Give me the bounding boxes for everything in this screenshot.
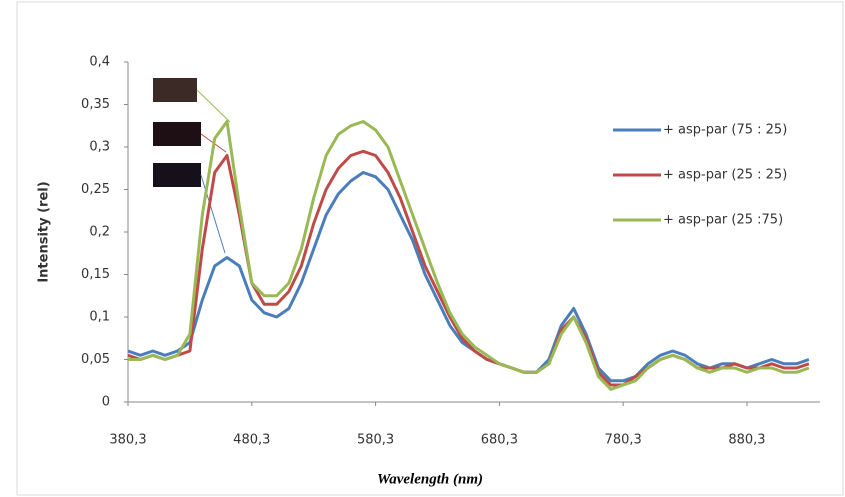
y-tick-label: 0,25: [81, 182, 110, 197]
x-tick-label: 580,3: [357, 433, 394, 448]
x-tick-label: 680,3: [481, 433, 518, 448]
pointer: [200, 174, 226, 254]
x-tick-label: 880,3: [728, 433, 765, 448]
y-tick-label: 0,3: [89, 140, 110, 155]
chart-frame: [16, 1, 844, 496]
y-tick-label: 0,4: [89, 55, 110, 70]
legend-label: + asp-par (25 : 25): [663, 168, 787, 183]
series-line: [128, 120, 810, 391]
x-tick-label: 480,3: [233, 433, 270, 448]
y-axis-title: Intensity (rel): [37, 181, 52, 282]
swatch: [153, 163, 201, 187]
swatches: [153, 78, 231, 254]
swatch: [153, 122, 201, 146]
y-tick-label: 0,1: [89, 310, 110, 325]
legend-label: + asp-par (25 :75): [663, 213, 783, 228]
y-tick-label: 0,35: [81, 97, 110, 112]
y-tick-label: 0,2: [89, 225, 110, 240]
y-tick-label: 0,05: [81, 352, 110, 367]
y-tick-label: 0: [102, 395, 110, 410]
x-axis-title: Wavelength (nm): [377, 471, 483, 487]
pointer: [196, 89, 231, 123]
x-tick-label: 780,3: [605, 433, 642, 448]
y-tick-label: 0,15: [81, 267, 110, 282]
legend-label: + asp-par (75 : 25): [663, 123, 787, 138]
x-tick-label: 380,3: [109, 433, 146, 448]
swatch: [153, 78, 197, 102]
